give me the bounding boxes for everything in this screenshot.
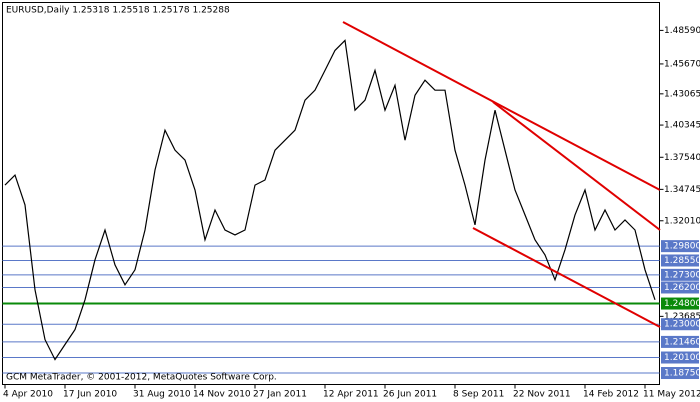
- level-label: 1.27300: [664, 270, 700, 280]
- trend-line: [492, 101, 661, 231]
- level-label: 1.21460: [664, 337, 700, 347]
- axes: 1.48590 1.45670 1.43065 1.40345 1.37540 1.347…: [3, 26, 700, 400]
- price-line: [4, 39, 656, 361]
- x-tick-label: 14 Feb 2012: [583, 390, 639, 400]
- x-tick-label: 4 Apr 2010: [3, 390, 53, 400]
- x-tick-label: 17 Jun 2010: [63, 390, 117, 400]
- y-tick-label: 1.45670: [664, 59, 700, 69]
- chart-title: EURUSD,Daily 1.25318 1.25518 1.25178 1.2…: [6, 6, 230, 16]
- level-box: [661, 240, 699, 253]
- trend-line: [472, 227, 661, 328]
- x-tick-label: 11 May 2012: [643, 390, 700, 400]
- level-box: [661, 351, 699, 364]
- x-tick-label: 14 Nov 2010: [193, 390, 251, 400]
- x-tick-label: 22 Nov 2011: [513, 390, 571, 400]
- x-tick-label: 8 Sep 2011: [453, 390, 504, 400]
- level-label: 1.28550: [664, 256, 700, 266]
- level-box: [661, 254, 699, 267]
- x-tick-label: 12 Apr 2011: [323, 390, 379, 400]
- x-tick-label: 31 Aug 2010: [133, 390, 191, 400]
- level-box: [661, 281, 699, 294]
- x-tick-label: 27 Jan 2011: [253, 390, 307, 400]
- level-label: 1.24800: [664, 299, 700, 309]
- y-tick-label: 1.48590: [664, 26, 700, 36]
- y-tick-label: 1.40345: [664, 121, 700, 131]
- plot-frame: [2, 2, 660, 385]
- level-label: 1.26200: [664, 283, 700, 293]
- y-tick-label: 1.32010: [664, 216, 700, 226]
- series: [4, 39, 656, 361]
- level-label: 1.23000: [664, 320, 700, 330]
- y-tick-label: 1.37540: [664, 153, 700, 163]
- level-label: 1.18750: [664, 369, 700, 379]
- footer: GCM MetaTrader, © 2001-2012, MetaQuotes …: [6, 373, 277, 383]
- level-box: [661, 297, 699, 310]
- level-box: [661, 335, 699, 348]
- x-tick-label: 26 Jun 2011: [383, 390, 437, 400]
- level-label: 1.20100: [664, 353, 700, 363]
- trend-line: [342, 21, 661, 191]
- level-label: 1.29800: [664, 242, 700, 252]
- level-box: [661, 318, 699, 331]
- y-tick-label: 1.23685: [664, 312, 700, 322]
- y-tick-label: 1.43065: [664, 89, 700, 99]
- levels: [2, 245, 660, 374]
- level-box: [661, 367, 699, 380]
- level-box: [661, 268, 699, 281]
- y-tick-label: 1.34745: [664, 185, 700, 195]
